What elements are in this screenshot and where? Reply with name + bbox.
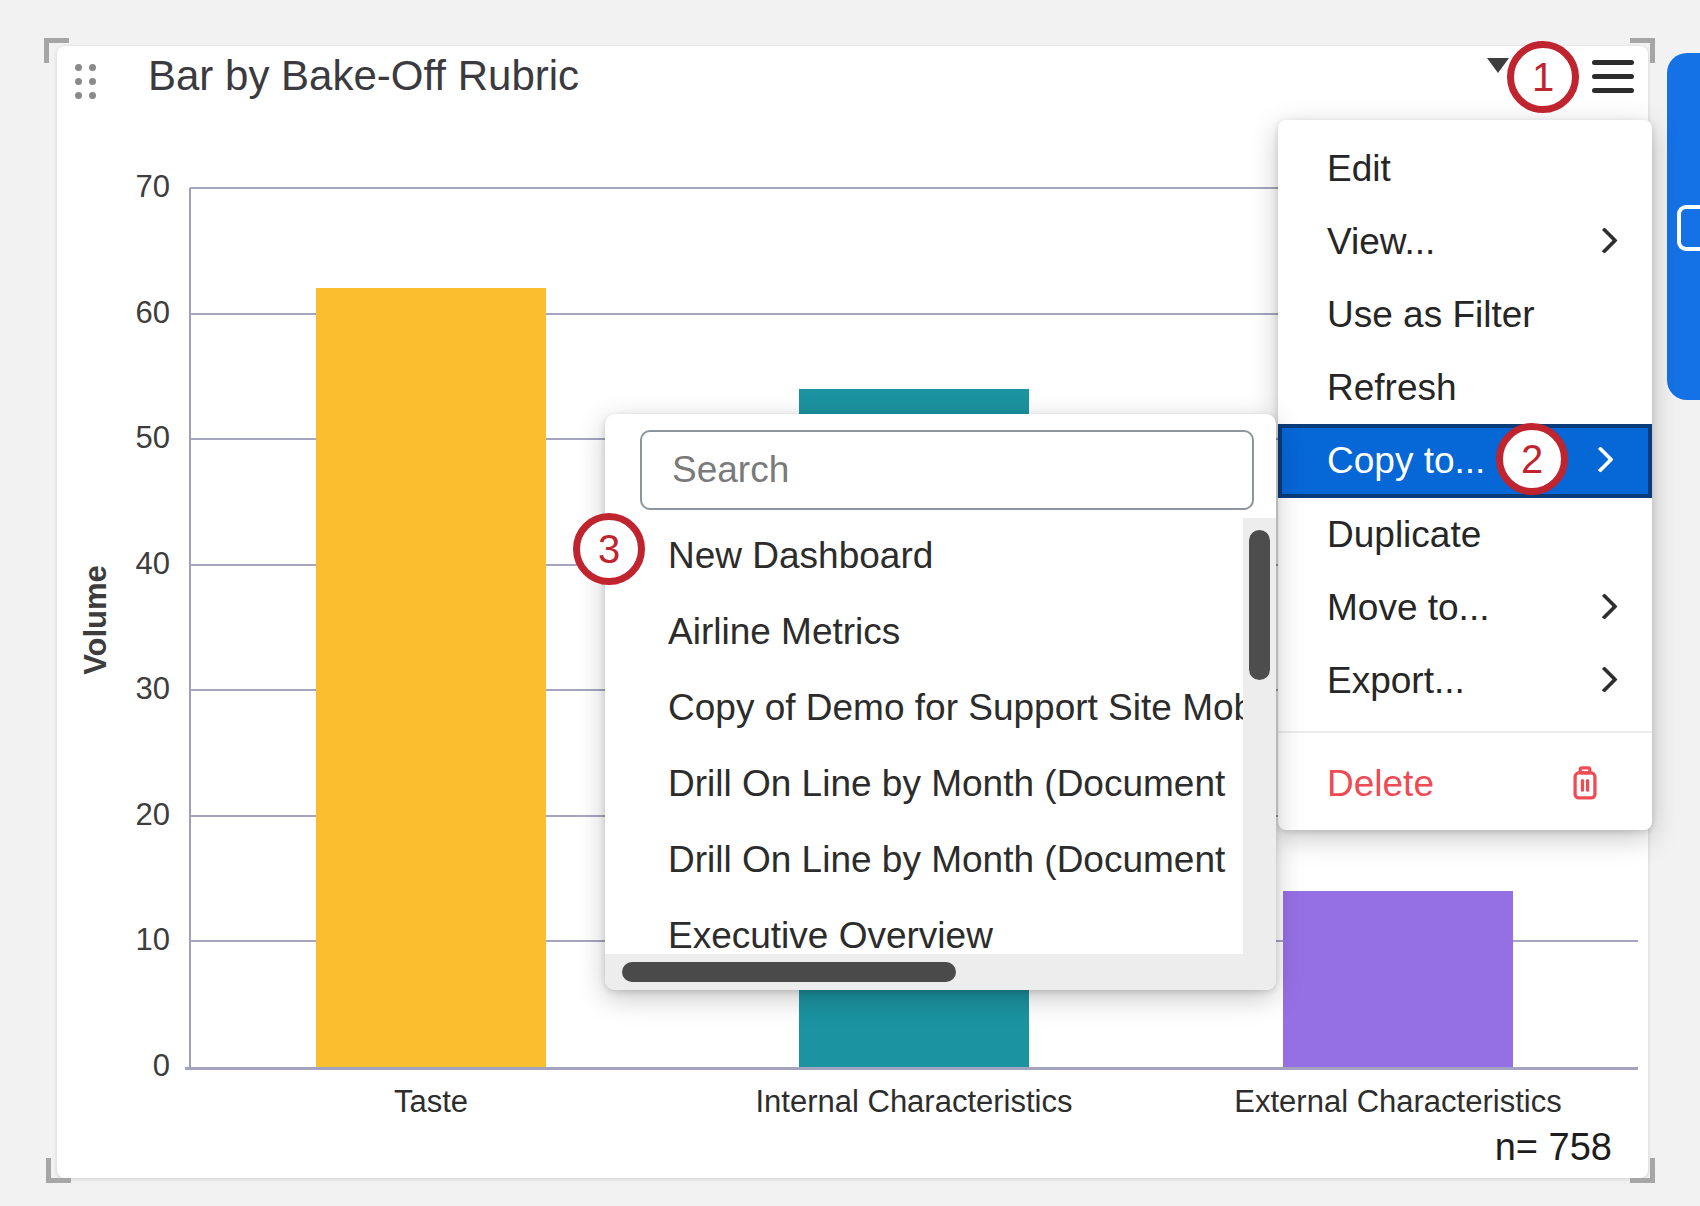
search-input[interactable] [640,430,1254,510]
menu-item-label: Use as Filter [1327,294,1535,336]
vertical-scrollbar-thumb[interactable] [1249,530,1270,680]
menu-item-copy-to[interactable]: Copy to... [1278,424,1652,498]
menu-item-refresh[interactable]: Refresh [1278,351,1652,424]
chevron-right-icon [1591,227,1618,254]
y-tick-label: 50 [100,420,170,456]
menu-item-label: Refresh [1327,367,1457,409]
menu-item-use-as-filter[interactable]: Use as Filter [1278,278,1652,351]
sample-size-label: n= 758 [1412,1126,1612,1169]
chevron-right-icon [1587,446,1614,473]
menu-item-label: Edit [1327,148,1391,190]
menu-item-edit[interactable]: Edit [1278,132,1652,205]
menu-item-duplicate[interactable]: Duplicate [1278,498,1652,571]
submenu-item-drill-on-line-by-month-document[interactable]: Drill On Line by Month (Document [605,822,1243,898]
annotation-step-2: 2 [1496,423,1568,495]
drag-handle-icon[interactable] [75,64,96,99]
y-axis-title: Volume [78,540,118,700]
menu-item-label: View... [1327,221,1435,263]
submenu-item-new-dashboard[interactable]: New Dashboard [605,518,1243,594]
submenu-item-executive-overview[interactable]: Executive Overview [605,898,1243,954]
menu-item-delete[interactable]: Delete [1278,747,1652,820]
widget-title: Bar by Bake-Off Rubric [148,52,579,100]
bar-external-characteristics[interactable] [1283,891,1513,1067]
right-edge-panel-button[interactable] [1667,53,1700,400]
y-tick-label: 60 [100,295,170,331]
x-tick-label: Taste [221,1084,641,1120]
horizontal-scrollbar-thumb[interactable] [622,962,956,982]
chevron-down-icon [1487,58,1509,73]
menu-item-move-to[interactable]: Move to... [1278,571,1652,644]
x-axis-line [185,1067,1638,1070]
submenu-item-drill-on-line-by-month-document[interactable]: Drill On Line by Month (Document [605,746,1243,822]
submenu-item-copy-of-demo-for-support-site-mob[interactable]: Copy of Demo for Support Site Mob [605,670,1243,746]
menu-item-label: Copy to... [1327,440,1485,482]
y-tick-label: 10 [100,922,170,958]
widget-context-menu: Edit View... Use as Filter Refresh Copy to..… [1278,120,1652,830]
copy-to-submenu: New DashboardAirline MetricsCopy of Demo… [605,414,1276,990]
menu-item-label: Delete [1327,763,1434,805]
annotation-step-1: 1 [1507,41,1579,113]
y-axis-line [189,188,191,1067]
menu-item-label: Duplicate [1327,514,1481,556]
selection-corner-top-left-icon [44,38,69,63]
menu-item-view[interactable]: View... [1278,205,1652,278]
trash-icon [1568,764,1602,804]
bar-taste[interactable] [316,288,546,1067]
selection-corner-bottom-right-icon [1630,1158,1655,1183]
x-tick-label: Internal Characteristics [704,1084,1124,1120]
x-tick-label: External Characteristics [1188,1084,1608,1120]
screenshot-root: Bar by Bake-Off Rubric 010203040506070Ta… [0,0,1700,1206]
horizontal-scrollbar[interactable] [605,954,1276,990]
chevron-right-icon [1591,593,1618,620]
dashboard-list: New DashboardAirline MetricsCopy of Demo… [605,518,1243,954]
menu-separator [1278,731,1652,733]
widget-menu-button[interactable] [1592,60,1634,102]
menu-item-export[interactable]: Export... [1278,644,1652,717]
y-tick-label: 20 [100,797,170,833]
y-tick-label: 70 [100,169,170,205]
square-outline-icon [1677,205,1700,251]
selection-corner-bottom-left-icon [46,1158,71,1183]
menu-item-label: Export... [1327,660,1465,702]
chevron-right-icon [1591,666,1618,693]
vertical-scrollbar[interactable] [1243,518,1276,954]
submenu-item-airline-metrics[interactable]: Airline Metrics [605,594,1243,670]
y-tick-label: 0 [100,1048,170,1084]
annotation-step-3: 3 [573,513,645,585]
menu-item-label: Move to... [1327,587,1489,629]
